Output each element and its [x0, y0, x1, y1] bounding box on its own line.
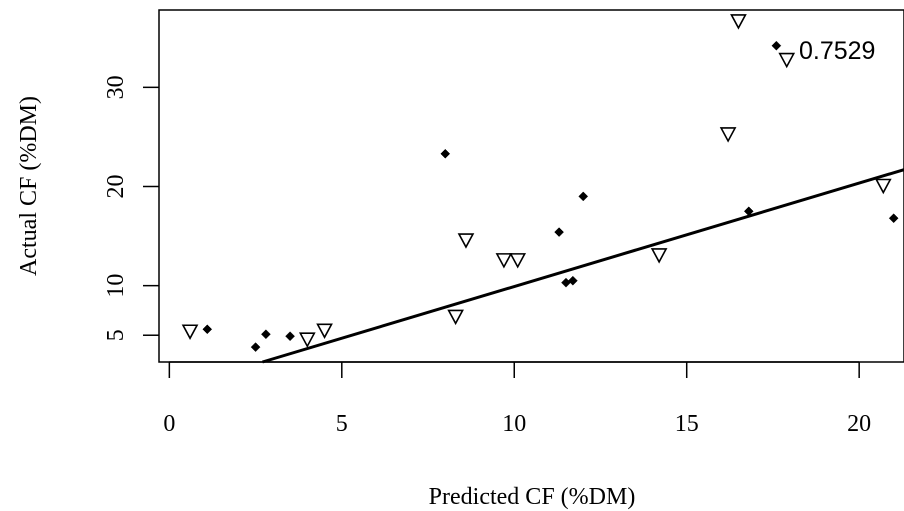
- data-point-diamond: [568, 275, 578, 286]
- y-tick-label: 10: [103, 274, 129, 298]
- data-point-diamond: [771, 40, 782, 51]
- data-point-triangle: [447, 309, 464, 326]
- data-point-diamond: [578, 191, 589, 202]
- data-point-diamond: [743, 206, 754, 217]
- data-point-triangle: [719, 127, 737, 143]
- x-axis-label: Predicted CF (%DM): [429, 484, 636, 510]
- regression-line-group: [262, 168, 904, 364]
- data-point-triangle: [495, 253, 513, 269]
- y-axis-label: Actual CF (%DM): [16, 96, 42, 276]
- data-point-diamond: [202, 324, 213, 335]
- data-point-triangle: [874, 178, 892, 195]
- data-point-triangle: [316, 323, 333, 339]
- data-point-triangle: [650, 248, 668, 264]
- x-tick-label: 15: [675, 411, 699, 437]
- data-point-diamond: [250, 342, 261, 352]
- x-tick-label: 20: [847, 411, 871, 437]
- y-tick-label: 30: [103, 75, 129, 99]
- x-tick-label: 0: [163, 411, 175, 437]
- data-point-diamond: [440, 148, 451, 159]
- data-point-diamond: [554, 227, 564, 237]
- data-point-triangle: [181, 324, 199, 340]
- data-point-triangle: [457, 233, 475, 249]
- data-point-triangle: [730, 14, 747, 30]
- data-point-triangle: [298, 332, 316, 348]
- regression-line: [262, 168, 904, 364]
- y-tick-label: 20: [103, 174, 129, 198]
- data-point-triangle: [778, 52, 796, 69]
- data-points: [181, 14, 899, 352]
- plot-frame: [158, 9, 904, 363]
- annotation-label: 0.7529: [799, 37, 875, 65]
- data-point-diamond: [261, 329, 271, 340]
- data-point-diamond: [888, 213, 899, 224]
- axis-ticks: 0 5 10 15 20 5 10 20 30: [103, 75, 871, 437]
- data-point-triangle: [509, 253, 527, 269]
- data-point-diamond: [285, 331, 295, 342]
- y-tick-label: 5: [103, 329, 129, 341]
- data-point-diamond: [561, 277, 571, 288]
- x-tick-label: 10: [502, 411, 526, 437]
- x-tick-label: 5: [336, 411, 348, 437]
